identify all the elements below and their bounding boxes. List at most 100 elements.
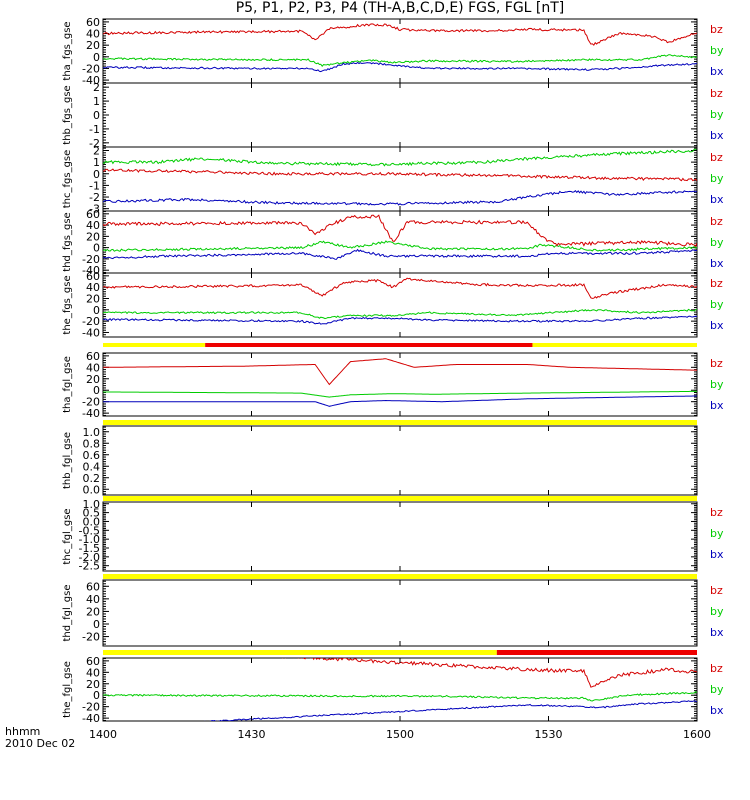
y-tick-label: 20 <box>86 605 100 618</box>
panel-frame <box>102 18 698 84</box>
y-tick-label: -0.5 <box>79 524 100 537</box>
footer-date: 2010 Dec 02 <box>5 737 75 750</box>
y-tick-label: 20 <box>86 39 100 52</box>
component-label-bx: bx <box>710 193 724 206</box>
y-tick-label: -2.5 <box>79 560 100 573</box>
y-tick-label: 0 <box>93 689 100 702</box>
x-tick-label: 1530 <box>535 728 563 741</box>
y-tick-label: 40 <box>86 361 100 374</box>
y-tick-label: -2.0 <box>79 551 100 564</box>
x-tick-label: 1500 <box>386 728 414 741</box>
y-tick-label: 0.4 <box>83 460 101 473</box>
series-bz-line <box>103 358 697 386</box>
y-tick-label: 0 <box>93 51 100 64</box>
series-by-line <box>103 240 697 252</box>
status-bar-yellow <box>103 343 206 347</box>
y-tick-label: 40 <box>86 666 100 679</box>
series-bz-line <box>103 277 697 299</box>
series-bx-line <box>103 248 697 260</box>
x-tick-label: 1430 <box>238 728 266 741</box>
panel-label: thc_fgl_gse <box>62 508 73 564</box>
panel-label: thb_fgs_gse <box>62 85 73 144</box>
y-tick-label: -40 <box>82 326 100 339</box>
series-bx-line <box>103 189 697 206</box>
y-tick-label: 0.0 <box>83 483 101 496</box>
component-label-bz: bz <box>710 23 723 36</box>
y-tick-label: -20 <box>82 253 100 266</box>
y-tick-label: -20 <box>82 631 100 644</box>
status-bar-yellow <box>103 650 497 655</box>
y-tick-label: 60 <box>86 580 100 593</box>
panel-frame <box>102 146 698 212</box>
panel-label: the_fgs_gse <box>62 275 73 334</box>
y-tick-label: 1 <box>93 95 100 108</box>
x-tick-label: 1400 <box>89 728 117 741</box>
y-tick-label: 1.0 <box>83 426 101 439</box>
y-tick-label: 0.8 <box>83 437 101 450</box>
series-bx-line <box>103 315 697 325</box>
component-label-by: by <box>710 527 724 540</box>
component-label-by: by <box>710 44 724 57</box>
y-tick-label: 0 <box>93 304 100 317</box>
y-tick-label: 0 <box>93 618 100 631</box>
component-label-bz: bz <box>710 215 723 228</box>
series-by-line <box>103 690 697 702</box>
series-bx-line <box>103 395 697 407</box>
series-by-line <box>103 54 697 67</box>
component-label-by: by <box>710 236 724 249</box>
panel-frame <box>102 579 698 647</box>
status-bar-yellow <box>103 420 697 425</box>
component-label-bz: bz <box>710 506 723 519</box>
panel-frame <box>102 352 698 417</box>
panel-frame <box>102 210 698 274</box>
y-tick-label: -1.5 <box>79 542 100 555</box>
y-tick-label: -3 <box>89 203 100 216</box>
panel-label: thd_fgs_gse <box>62 212 73 271</box>
panel-frame <box>102 501 698 572</box>
panel-label: thc_fgs_gse <box>62 150 73 209</box>
y-tick-label: 0.5 <box>83 507 101 520</box>
y-tick-label: 2 <box>93 144 100 157</box>
series-by-line <box>103 308 697 320</box>
y-tick-label: -40 <box>82 712 100 725</box>
y-tick-label: 2 <box>93 81 100 94</box>
component-label-by: by <box>710 683 724 696</box>
y-tick-label: 20 <box>86 678 100 691</box>
component-label-bz: bz <box>710 584 723 597</box>
component-label-bx: bx <box>710 704 724 717</box>
y-tick-label: 0.6 <box>83 449 101 462</box>
component-label-by: by <box>710 378 724 391</box>
y-tick-label: -1.0 <box>79 533 100 546</box>
y-tick-label: -40 <box>82 407 100 420</box>
y-tick-label: 1 <box>93 156 100 169</box>
component-label-bx: bx <box>710 65 724 78</box>
status-bar-red <box>496 650 697 655</box>
component-label-bx: bx <box>710 548 724 561</box>
y-tick-label: -1 <box>89 123 100 136</box>
series-by-line <box>103 148 697 167</box>
panel-label: thb_fgl_gse <box>62 432 73 489</box>
y-tick-label: -20 <box>82 62 100 75</box>
y-tick-label: -1 <box>89 179 100 192</box>
y-tick-label: -20 <box>82 315 100 328</box>
y-tick-label: 1.0 <box>83 498 101 511</box>
y-tick-label: -2 <box>89 191 100 204</box>
series-bx-line <box>204 700 697 721</box>
y-tick-label: -20 <box>82 701 100 714</box>
series-bz-line <box>103 214 697 248</box>
component-label-bz: bz <box>710 357 723 370</box>
panel-label: tha_fgl_gse <box>62 356 73 413</box>
y-tick-label: 20 <box>86 292 100 305</box>
y-tick-label: 60 <box>86 350 100 363</box>
panel-frame <box>102 82 698 148</box>
y-tick-label: -2 <box>89 137 100 150</box>
component-label-by: by <box>710 172 724 185</box>
x-tick-label: 1600 <box>683 728 711 741</box>
